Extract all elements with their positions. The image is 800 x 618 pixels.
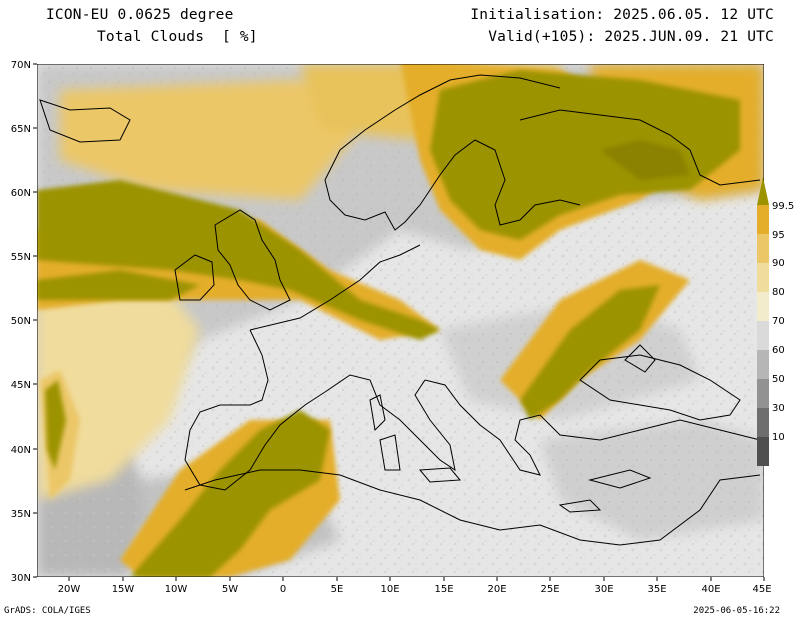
lat-label: 70N: [11, 60, 31, 71]
legend-swatch: [757, 408, 769, 437]
lon-label: 20W: [58, 584, 81, 595]
legend-label: 90: [772, 258, 785, 269]
legend-swatch: [757, 437, 769, 466]
render-timestamp: 2025-06-05-16:22: [693, 606, 780, 616]
lon-label: 35E: [647, 584, 666, 595]
legend-swatch: [757, 205, 769, 234]
legend-label: 95: [772, 230, 785, 241]
lat-label: 65N: [11, 124, 31, 135]
lon-label: 10E: [380, 584, 399, 595]
legend-label: 80: [772, 287, 785, 298]
lon-label: 0: [280, 584, 286, 595]
legend-label: 30: [772, 403, 785, 414]
lat-label: 35N: [11, 509, 31, 520]
lon-label: 15W: [112, 584, 135, 595]
legend-label: 60: [772, 345, 785, 356]
valid-time: Valid(+105): 2025.JUN.09. 21 UTC: [488, 29, 774, 45]
lat-label: 30N: [11, 573, 31, 584]
legend-label: 10: [772, 432, 785, 443]
legend-swatch: [757, 379, 769, 408]
model-title: ICON-EU 0.0625 degree: [46, 7, 234, 23]
lon-label: 5W: [222, 584, 238, 595]
lon-label: 45E: [752, 584, 771, 595]
lon-label: 15E: [434, 584, 453, 595]
lon-label: 40E: [701, 584, 720, 595]
color-legend: 99.5 95 90 80 70 60 50 30 10: [757, 177, 794, 466]
coastlines: [39, 74, 761, 546]
legend-swatch: [757, 321, 769, 350]
longitude-labels: 20W 15W 10W 5W 0 5E 10E 15E 20E 25E 30E …: [58, 584, 772, 595]
latitude-labels: 70N 65N 60N 55N 50N 45N 40N 35N 30N: [11, 60, 31, 584]
lon-label: 20E: [487, 584, 506, 595]
legend-swatch: [757, 263, 769, 292]
lat-label: 50N: [11, 316, 31, 327]
legend-label: 99.5: [772, 201, 794, 212]
lat-label: 45N: [11, 380, 31, 391]
overcast-cores: [37, 70, 740, 577]
legend-labels: 99.5 95 90 80 70 60 50 30 10: [772, 201, 794, 443]
legend-swatch: [757, 177, 769, 205]
variable-title: Total Clouds [ %]: [97, 29, 258, 45]
initialisation-time: Initialisation: 2025.06.05. 12 UTC: [470, 7, 774, 23]
lon-label: 5E: [331, 584, 344, 595]
legend-label: 70: [772, 316, 785, 327]
cloud-field: [37, 64, 764, 577]
legend-label: 50: [772, 374, 785, 385]
lon-label: 25E: [540, 584, 559, 595]
lat-label: 40N: [11, 445, 31, 456]
grads-credit: GrADS: COLA/IGES: [4, 606, 91, 616]
legend-swatch: [757, 292, 769, 321]
legend-swatch: [757, 350, 769, 379]
legend-swatches: [757, 177, 769, 466]
lat-label: 60N: [11, 188, 31, 199]
lon-label: 30E: [594, 584, 613, 595]
lat-label: 55N: [11, 252, 31, 263]
lon-label: 10W: [165, 584, 188, 595]
axis-ticks: [33, 63, 765, 581]
legend-swatch: [757, 234, 769, 263]
